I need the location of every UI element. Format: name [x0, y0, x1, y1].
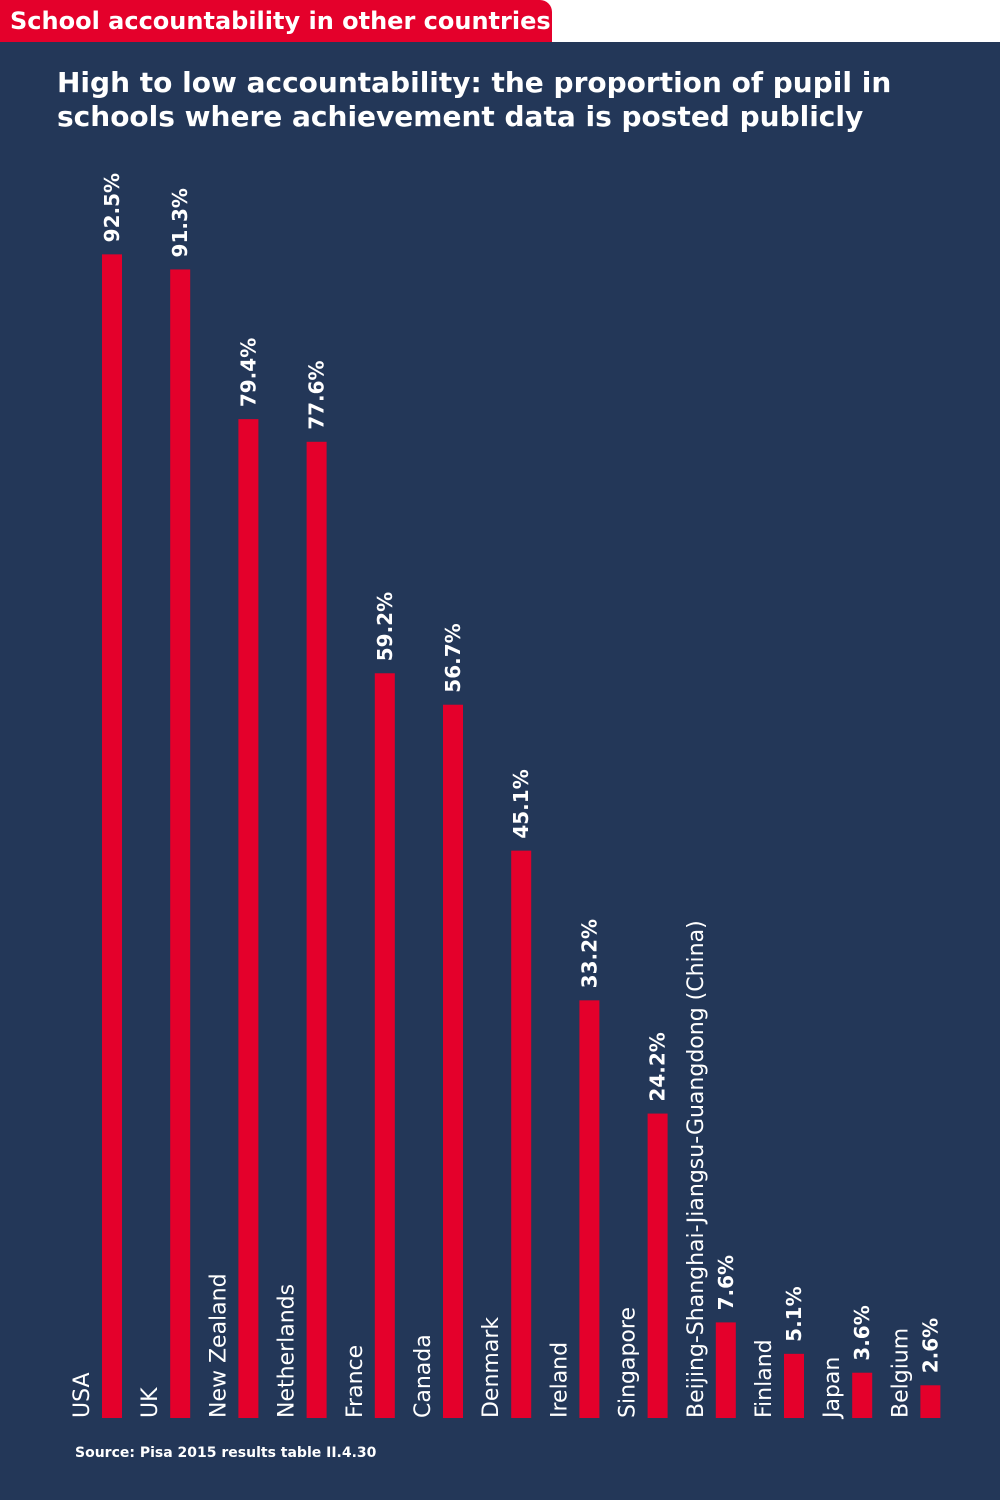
value-label: 56.7% — [441, 623, 465, 692]
value-label: 92.5% — [100, 173, 124, 242]
category-label: UK — [138, 1387, 163, 1418]
category-label: Netherlands — [275, 1284, 300, 1418]
category-label: Canada — [411, 1334, 436, 1418]
bar-ireland — [579, 1000, 600, 1418]
bar-new-zealand — [238, 419, 259, 1418]
category-label: Denmark — [479, 1317, 504, 1418]
value-label: 33.2% — [577, 919, 601, 988]
bar-canada — [443, 704, 463, 1418]
bar-belgium — [920, 1385, 941, 1418]
chart-title: High to low accountability: the proporti… — [57, 66, 892, 133]
value-label: 91.3% — [168, 188, 192, 257]
value-label: 7.6% — [714, 1255, 738, 1310]
bar-netherlands — [306, 441, 327, 1418]
category-label: Belgium — [888, 1328, 913, 1418]
category-label: Singapore — [616, 1307, 641, 1418]
value-label: 5.1% — [782, 1286, 806, 1341]
bar-singapore — [647, 1113, 668, 1418]
bar-usa — [102, 254, 122, 1419]
category-label: Finland — [752, 1339, 777, 1418]
source-note: Source: Pisa 2015 results table II.4.30 — [75, 1445, 377, 1461]
category-label: USA — [70, 1372, 95, 1418]
category-label: France — [343, 1345, 368, 1418]
bar-denmark — [511, 850, 532, 1418]
bar-uk — [170, 269, 191, 1418]
value-label: 3.6% — [850, 1305, 874, 1360]
value-label: 79.4% — [236, 338, 260, 407]
value-label: 2.6% — [918, 1318, 942, 1373]
category-label: Japan — [820, 1357, 845, 1420]
value-label: 45.1% — [509, 769, 533, 838]
value-label: 59.2% — [373, 592, 397, 661]
category-label: New Zealand — [206, 1273, 231, 1418]
value-label: 24.2% — [646, 1032, 670, 1101]
bar-finland — [784, 1353, 804, 1418]
bar-japan — [852, 1372, 873, 1418]
category-label: Ireland — [547, 1342, 572, 1418]
value-label: 77.6% — [305, 360, 329, 429]
category-label: Beijing-Shanghai-Jiangsu-Guangdong (Chin… — [684, 920, 709, 1418]
bar-france — [374, 673, 395, 1418]
section-banner: School accountability in other countries — [0, 0, 552, 42]
bar-beijing-shanghai-jiangsu-guangdong-china- — [715, 1322, 736, 1418]
